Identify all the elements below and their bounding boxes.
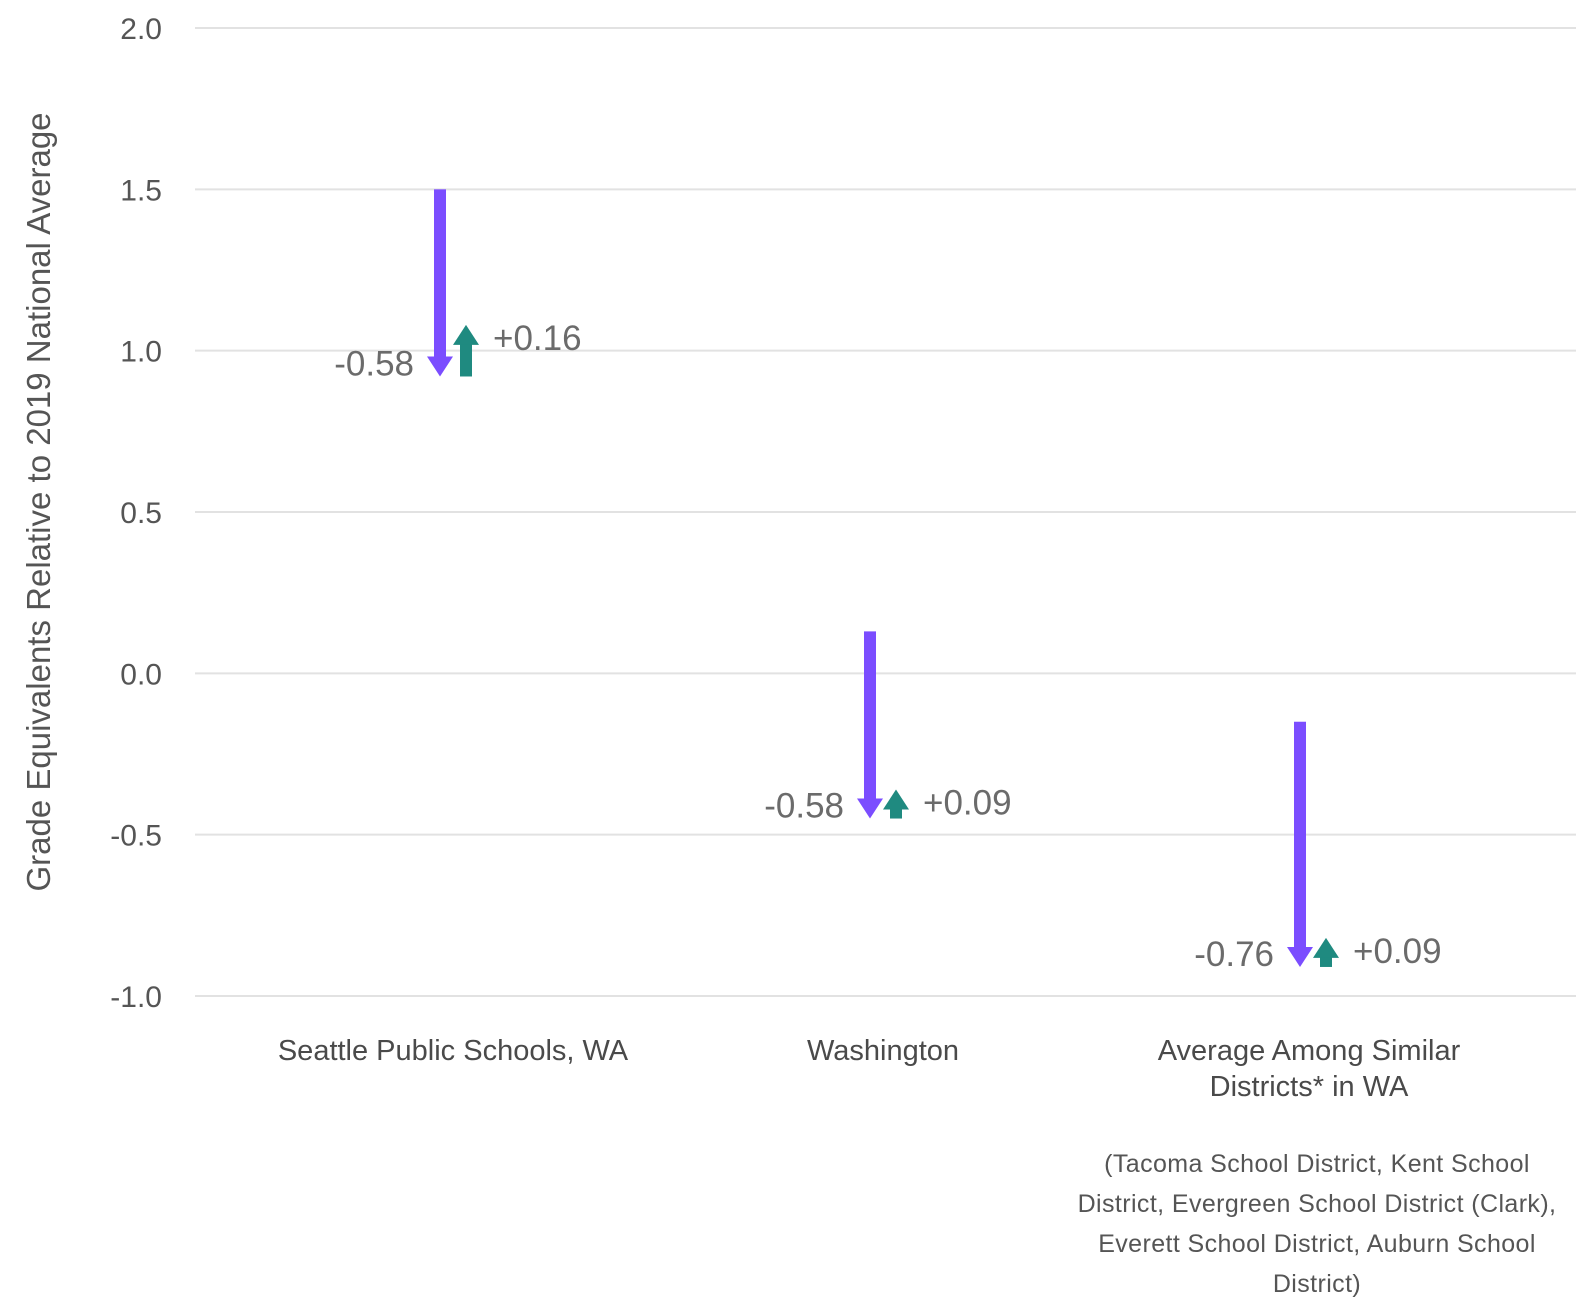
y-tick-label: 2.0 xyxy=(120,13,162,46)
arrow-marks: -0.58 +0.16 -0.58 +0.09 -0.76 +0.09 xyxy=(334,189,1442,974)
y-tick-label: 0.5 xyxy=(120,497,162,530)
footnote-line: District) xyxy=(1273,1270,1361,1298)
decline-value-label: -0.58 xyxy=(334,344,414,383)
category-label: Washington xyxy=(807,1035,959,1067)
recovery-arrow xyxy=(1313,937,1339,967)
y-tick-label: -1.0 xyxy=(110,981,162,1014)
gridlines xyxy=(195,27,1576,997)
footnote-line: Everett School District, Auburn School xyxy=(1098,1230,1536,1258)
decline-arrow xyxy=(857,631,883,819)
recovery-value-label: +0.16 xyxy=(493,319,582,358)
footnote-line: (Tacoma School District, Kent School xyxy=(1104,1150,1530,1178)
category-label: Seattle Public Schools, WA xyxy=(278,1035,629,1067)
y-tick-label: 1.5 xyxy=(120,174,162,207)
decline-value-label: -0.76 xyxy=(1194,935,1274,974)
recovery-arrow xyxy=(883,789,909,819)
footnote: (Tacoma School District, Kent School Dist… xyxy=(1078,1150,1557,1298)
y-tick-label: 0.0 xyxy=(120,658,162,691)
category-label: Districts* in WA xyxy=(1210,1071,1409,1103)
decline-value-label: -0.58 xyxy=(764,787,844,826)
y-axis-label: Grade Equivalents Relative to 2019 Natio… xyxy=(20,112,57,891)
recovery-value-label: +0.09 xyxy=(1353,932,1442,971)
y-tick-label: -0.5 xyxy=(110,820,162,853)
y-tick-label: 1.0 xyxy=(120,336,162,369)
y-axis-ticks: 2.0 1.5 1.0 0.5 0.0 -0.5 -1.0 xyxy=(110,13,162,1014)
recovery-arrow xyxy=(453,324,479,377)
decline-arrow xyxy=(427,189,453,377)
footnote-line: District, Evergreen School District (Cla… xyxy=(1078,1190,1557,1218)
category-label: Average Among Similar xyxy=(1158,1035,1461,1067)
category-labels: Seattle Public Schools, WA Washington Aver… xyxy=(278,1035,1461,1103)
recovery-value-label: +0.09 xyxy=(923,783,1012,822)
decline-arrow xyxy=(1287,721,1313,967)
